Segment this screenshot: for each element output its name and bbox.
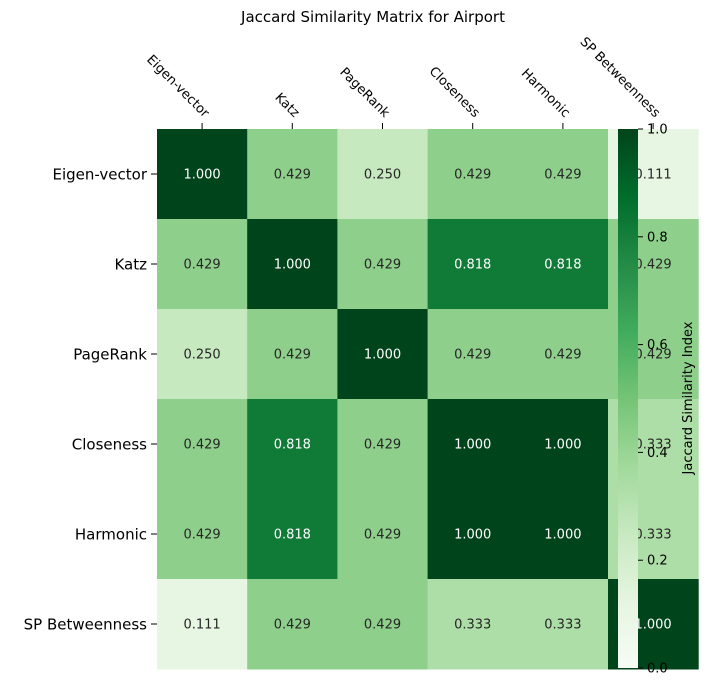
row-label: Eigen-vector bbox=[53, 166, 148, 184]
cell-value-label: 0.333 bbox=[634, 528, 671, 543]
cell-value-label: 1.000 bbox=[364, 348, 401, 363]
heatmap-cell bbox=[427, 399, 519, 490]
column-label: Closeness bbox=[426, 64, 483, 121]
cell-value-label: 0.429 bbox=[634, 258, 671, 273]
row-label: Harmonic bbox=[75, 526, 147, 544]
heatmap-cell bbox=[157, 129, 248, 220]
cell-value-label: 0.429 bbox=[364, 438, 401, 453]
heatmap-cell bbox=[157, 489, 248, 580]
heatmap-cell bbox=[247, 489, 338, 580]
heatmap-cell bbox=[157, 309, 248, 400]
colorbar-tick-label: 0.4 bbox=[647, 446, 668, 461]
heatmap-cell bbox=[427, 219, 519, 310]
colorbar bbox=[618, 129, 638, 668]
heatmap-cell bbox=[517, 309, 609, 400]
cell-value-label: 1.000 bbox=[274, 258, 311, 273]
cell-value-label: 0.429 bbox=[274, 168, 311, 183]
column-label: Harmonic bbox=[518, 66, 573, 121]
heatmap-cell bbox=[517, 399, 609, 490]
cell-value-label: 0.250 bbox=[364, 168, 401, 183]
row-label: PageRank bbox=[73, 346, 147, 364]
row-label: Katz bbox=[114, 256, 147, 274]
cell-value-label: 0.818 bbox=[454, 258, 491, 273]
colorbar-tick-label: 0.6 bbox=[647, 338, 668, 353]
column-label: Katz bbox=[272, 90, 303, 121]
cell-value-label: 0.111 bbox=[183, 618, 220, 633]
heatmap-cell bbox=[427, 129, 519, 220]
heatmap-cell bbox=[157, 219, 248, 310]
cell-value-label: 0.429 bbox=[364, 528, 401, 543]
cell-value-label: 0.111 bbox=[634, 168, 671, 183]
cell-value-label: 0.429 bbox=[364, 618, 401, 633]
column-label: Eigen-vector bbox=[143, 52, 212, 121]
heatmap-cell bbox=[247, 399, 338, 490]
column-label: SP Betweenness bbox=[577, 35, 663, 121]
heatmap-cell bbox=[517, 579, 609, 670]
heatmap-cell bbox=[337, 579, 429, 670]
chart-title: Jaccard Similarity Matrix for Airport bbox=[240, 8, 505, 26]
cell-value-label: 0.429 bbox=[183, 258, 220, 273]
cell-value-label: 0.429 bbox=[544, 168, 581, 183]
heatmap-cells: 1.000 0.429 0.250 0.429 0.429 0.111 0.429 1.000… bbox=[157, 129, 699, 670]
cell-value-label: 1.000 bbox=[544, 528, 581, 543]
cell-value-label: 0.818 bbox=[544, 258, 581, 273]
heatmap-cell bbox=[337, 489, 429, 580]
heatmap-cell bbox=[247, 579, 338, 670]
cell-value-label: 0.429 bbox=[274, 348, 311, 363]
heatmap-cell bbox=[517, 489, 609, 580]
cell-value-label: 0.429 bbox=[183, 528, 220, 543]
cell-value-label: 1.000 bbox=[183, 168, 220, 183]
cell-value-label: 0.429 bbox=[454, 168, 491, 183]
heatmap-cell bbox=[337, 129, 429, 220]
heatmap-cell bbox=[337, 309, 429, 400]
cell-value-label: 0.429 bbox=[364, 258, 401, 273]
cell-value-label: 0.333 bbox=[544, 618, 581, 633]
colorbar-gradient bbox=[618, 129, 638, 668]
row-labels: Eigen-vector Katz PageRank Closeness Harmoni… bbox=[24, 166, 157, 634]
column-label: PageRank bbox=[336, 65, 392, 121]
cell-value-label: 0.429 bbox=[183, 438, 220, 453]
row-label: Closeness bbox=[72, 436, 147, 454]
heatmap-cell bbox=[247, 309, 338, 400]
cell-value-label: 1.000 bbox=[634, 618, 671, 633]
heatmap-cell bbox=[337, 219, 429, 310]
cell-value-label: 0.333 bbox=[634, 438, 671, 453]
cell-value-label: 0.429 bbox=[544, 348, 581, 363]
heatmap-cell bbox=[517, 129, 609, 220]
cell-value-label: 0.250 bbox=[183, 348, 220, 363]
colorbar-ticks: 0.0 0.2 0.4 0.6 0.8 1.0 bbox=[638, 123, 668, 677]
cell-value-label: 1.000 bbox=[454, 528, 491, 543]
cell-value-label: 0.818 bbox=[274, 438, 311, 453]
heatmap-cell bbox=[427, 579, 519, 670]
cell-value-label: 1.000 bbox=[544, 438, 581, 453]
colorbar-tick-label: 1.0 bbox=[647, 123, 668, 138]
heatmap-cell bbox=[517, 219, 609, 310]
cell-value-label: 0.429 bbox=[454, 348, 491, 363]
cell-value-label: 0.333 bbox=[454, 618, 491, 633]
heatmap-cell bbox=[427, 309, 519, 400]
heatmap-cell bbox=[247, 129, 338, 220]
colorbar-label: Jaccard Similarity Index bbox=[681, 321, 696, 475]
cell-value-label: 0.818 bbox=[274, 528, 311, 543]
cell-value-label: 1.000 bbox=[454, 438, 491, 453]
heatmap-cell bbox=[247, 219, 338, 310]
cell-value-label: 0.429 bbox=[634, 348, 671, 363]
heatmap-cell bbox=[157, 579, 248, 670]
heatmap-cell bbox=[157, 399, 248, 490]
colorbar-tick-label: 0.2 bbox=[647, 554, 668, 569]
heatmap-cell bbox=[427, 489, 519, 580]
row-label: SP Betweenness bbox=[24, 616, 148, 634]
colorbar-tick-label: 0.0 bbox=[647, 662, 668, 677]
colorbar-tick-label: 0.8 bbox=[647, 230, 668, 245]
column-labels: Eigen-vector Katz PageRank Closeness Harmoni… bbox=[143, 35, 663, 129]
heatmap-cell bbox=[337, 399, 429, 490]
cell-value-label: 0.429 bbox=[274, 618, 311, 633]
